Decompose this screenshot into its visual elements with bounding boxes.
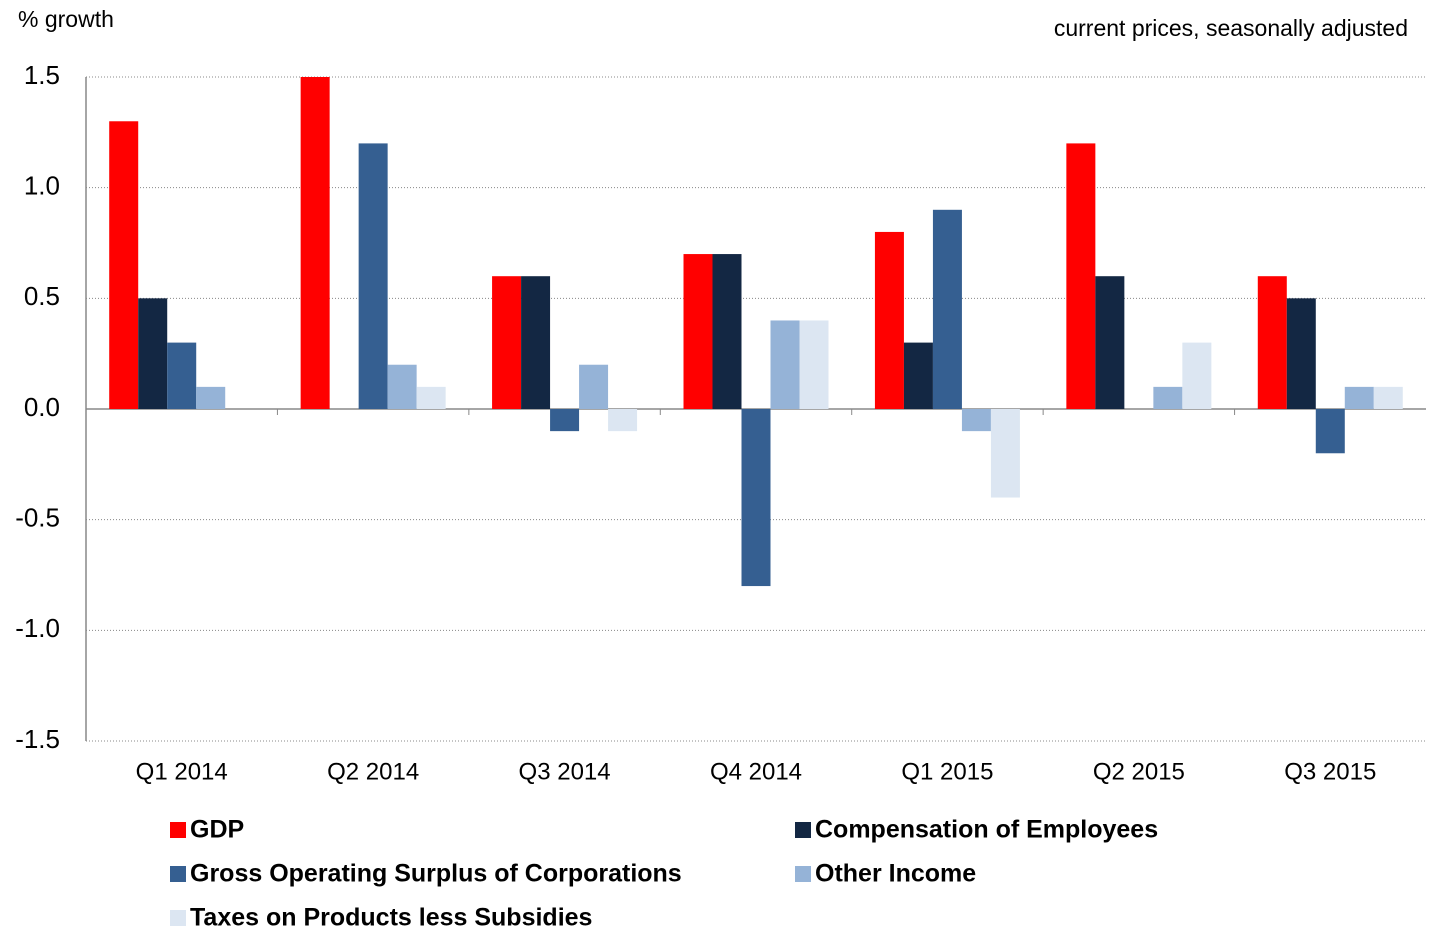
bar — [874, 231, 904, 409]
bar — [1286, 298, 1316, 409]
bar — [961, 409, 991, 432]
y-tick-label: -1.5 — [15, 724, 60, 754]
bar — [416, 386, 446, 409]
bar — [550, 409, 580, 432]
x-tick-label: Q3 2014 — [519, 758, 611, 785]
bar — [1153, 386, 1183, 409]
bar — [521, 276, 551, 409]
bar — [579, 364, 609, 409]
y-tick-label: -0.5 — [15, 503, 60, 533]
y-tick-label: 0.0 — [24, 392, 60, 422]
bar — [608, 409, 638, 432]
x-tick-label: Q3 2015 — [1284, 758, 1376, 785]
x-tick-label: Q2 2014 — [327, 758, 419, 785]
y-tick-label: 0.5 — [24, 281, 60, 311]
bar — [683, 254, 713, 409]
bar — [1315, 409, 1345, 454]
bar — [196, 386, 226, 409]
bar — [138, 298, 168, 409]
bar — [358, 143, 388, 409]
bar — [167, 342, 197, 409]
y-tick-label: 1.0 — [24, 171, 60, 201]
x-tick-label: Q1 2015 — [901, 758, 993, 785]
bar — [1257, 276, 1287, 409]
legend-swatch — [170, 866, 186, 882]
bar — [1182, 342, 1212, 409]
legend-label: Other Income — [815, 860, 976, 888]
bar — [1095, 276, 1125, 409]
chart-subtitle: current prices, seasonally adjusted — [1054, 15, 1408, 41]
legend-swatch — [795, 822, 811, 838]
legend-label: Taxes on Products less Subsidies — [190, 904, 592, 932]
y-tick-label: 1.5 — [24, 60, 60, 90]
bar — [1344, 386, 1374, 409]
bar — [903, 342, 933, 409]
x-tick-label: Q2 2015 — [1093, 758, 1185, 785]
legend-label: Compensation of Employees — [815, 816, 1158, 844]
bar — [1066, 143, 1096, 409]
legend-swatch — [795, 866, 811, 882]
bar — [741, 409, 771, 587]
legend-swatch — [170, 822, 186, 838]
bar — [109, 121, 139, 410]
legend-label: GDP — [190, 816, 244, 844]
legend-label: Gross Operating Surplus of Corporations — [190, 860, 682, 888]
bar — [1373, 386, 1403, 409]
bar — [932, 209, 962, 409]
x-tick-label: Q4 2014 — [710, 758, 802, 785]
bar — [990, 409, 1020, 498]
bar — [770, 320, 800, 409]
legend-swatch — [170, 910, 186, 926]
bar — [492, 276, 522, 409]
y-tick-label: -1.0 — [15, 613, 60, 643]
bar — [799, 320, 829, 409]
x-tick-label: Q1 2014 — [136, 758, 228, 785]
bar — [300, 77, 330, 409]
bar — [387, 364, 417, 409]
y-axis-label: % growth — [18, 6, 114, 32]
bar — [712, 254, 742, 409]
